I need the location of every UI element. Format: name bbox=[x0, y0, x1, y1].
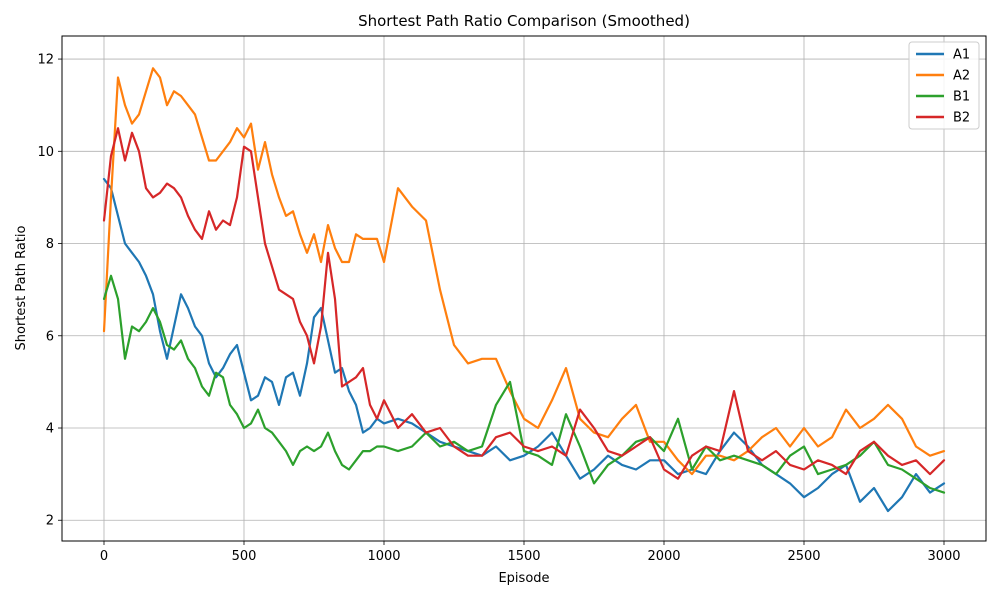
legend-box bbox=[908, 41, 980, 130]
legend-label-a1: A1 bbox=[953, 48, 970, 63]
y-tick-label: 8 bbox=[46, 237, 54, 252]
x-tick-label: 1500 bbox=[507, 549, 540, 564]
y-tick-label: 10 bbox=[37, 145, 54, 160]
y-axis-title: Shortest Path Ratio bbox=[14, 225, 29, 350]
series-line-a2 bbox=[102, 67, 946, 476]
x-tick-label: 2000 bbox=[647, 549, 680, 564]
legend: A1 A2 B1 B2 bbox=[908, 41, 980, 130]
x-axis-title: Episode bbox=[498, 571, 549, 586]
legend-label-b2: B2 bbox=[953, 111, 970, 126]
series-line-b2 bbox=[102, 127, 946, 480]
x-tick-label: 0 bbox=[100, 549, 108, 564]
grid-lines bbox=[62, 36, 986, 541]
x-tick-label: 3000 bbox=[927, 549, 960, 564]
legend-label-a2: A2 bbox=[953, 69, 970, 84]
y-tick-label: 6 bbox=[46, 329, 54, 344]
series-lines bbox=[102, 67, 946, 513]
y-tick-label: 2 bbox=[46, 514, 54, 529]
series-line-b1 bbox=[102, 274, 946, 494]
series-line-a1 bbox=[102, 177, 946, 513]
x-tick-label: 500 bbox=[232, 549, 257, 564]
y-axis-ticks: 2 4 6 8 10 12 bbox=[37, 53, 62, 529]
x-tick-label: 2500 bbox=[787, 549, 820, 564]
y-tick-label: 4 bbox=[46, 422, 54, 437]
y-tick-label: 12 bbox=[37, 53, 54, 68]
chart-title: Shortest Path Ratio Comparison (Smoothed… bbox=[358, 12, 690, 30]
x-tick-label: 1000 bbox=[367, 549, 400, 564]
legend-label-b1: B1 bbox=[953, 90, 970, 105]
x-axis-ticks: 0 500 1000 1500 2000 2500 3000 bbox=[100, 541, 961, 564]
